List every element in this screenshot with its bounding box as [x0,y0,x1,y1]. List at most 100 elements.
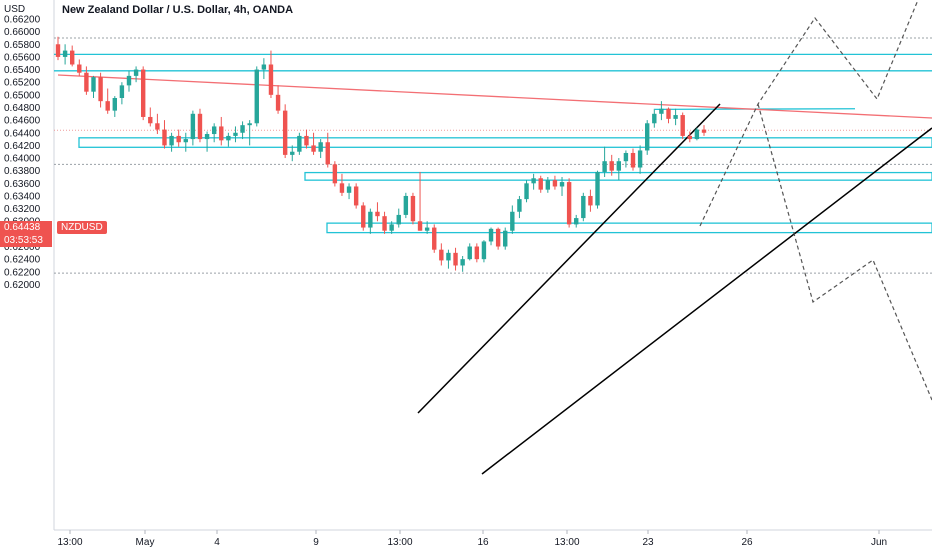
x-tick-label: 23 [642,537,654,548]
candle-body [538,178,543,190]
candle-body [162,129,167,146]
candle-body [510,211,515,231]
candle-body [353,186,359,206]
candle-body [346,186,352,193]
candle-body [290,151,295,155]
candle-body [339,183,345,193]
chart-title: New Zealand Dollar / U.S. Dollar, 4h, OA… [62,4,294,16]
candle-body [282,110,288,155]
candle-body [148,116,153,124]
candle-body [680,115,685,136]
candle-body [62,50,68,57]
candle-body [460,259,465,266]
y-tick-label: 0.65600 [4,52,41,63]
candle-body [133,69,139,76]
candle-body [424,227,430,231]
candle-body [183,139,188,143]
x-tick-label: 26 [741,537,753,548]
y-tick-label: 0.66000 [4,27,41,38]
y-tick-label: 0.64600 [4,116,41,127]
candle-body [609,161,614,171]
candle-body [105,101,110,111]
currency-label: USD [4,4,26,15]
x-tick-label: 13:00 [554,537,579,548]
y-tick-label: 0.65800 [4,40,41,51]
candle-body [645,123,650,151]
candle-body [91,77,96,92]
candle-body [588,195,593,206]
candle-body [630,152,636,168]
candle-body [652,113,657,124]
y-tick-label: 0.64400 [4,128,41,139]
candle-body [311,145,316,152]
candle-body [467,246,472,260]
y-tick-label: 0.65200 [4,78,41,89]
candle-body [169,135,174,146]
candle-body [495,228,501,247]
candle-body [552,180,558,187]
candle-body [389,224,394,231]
y-tick-label: 0.62600 [4,242,41,253]
candle-body [140,69,146,117]
candle-body [297,135,302,152]
candle-body [275,94,281,111]
countdown-tag: 03:53:53 [0,234,52,247]
candle-body [332,164,338,184]
y-tick-label: 0.63800 [4,166,41,177]
candle-body [524,183,529,200]
candle-body [55,44,61,57]
candle-body [112,98,117,111]
candle-body [318,142,323,152]
x-tick-label: Jun [871,537,887,548]
y-tick-label: 0.66200 [4,15,41,26]
channel-lower-line [481,127,932,475]
candle-body [325,142,330,165]
candle-body [432,227,437,250]
candle-body [84,72,89,92]
candle-body [673,115,678,119]
candle-body [233,132,238,136]
descending-trendline [57,74,932,119]
last-price-tag: 0.64438 [0,221,52,234]
y-tick-label: 0.64800 [4,103,41,114]
candle-body [403,195,409,215]
x-tick-label: 4 [214,537,220,548]
candle-body [396,214,401,225]
candle-body [566,182,572,225]
x-tick-label: 13:00 [387,537,412,548]
candle-body [268,64,274,95]
candle-body [517,199,522,212]
candle-body [666,108,671,119]
candle-body [382,216,387,231]
y-tick-label: 0.63200 [4,204,41,215]
candle-body [453,252,458,266]
candle-body [204,134,210,140]
y-tick-label: 0.62000 [4,280,41,291]
candle-body [474,246,480,260]
y-tick-label: 0.63400 [4,191,41,202]
y-tick-label: 0.64000 [4,154,41,165]
candle-body [694,129,700,140]
candle-body [226,135,231,141]
projection-path [699,0,919,227]
candle-body [190,113,196,140]
candle-body [77,64,82,73]
x-tick-label: 9 [313,537,319,548]
candle-body [659,108,664,114]
candle-body [197,113,203,140]
candle-body [595,171,600,206]
candle-body [602,161,607,172]
symbol-tag: NZDUSD [57,221,107,234]
candle-body [545,180,551,190]
candle-body [375,211,380,217]
candle-body [219,126,224,141]
candle-body [211,126,217,135]
candle-body [481,241,487,260]
x-tick-label: May [136,537,155,548]
candle-body [368,211,373,228]
candle-body [126,75,132,86]
y-tick-label: 0.62400 [4,255,41,266]
candle-body [155,123,160,130]
